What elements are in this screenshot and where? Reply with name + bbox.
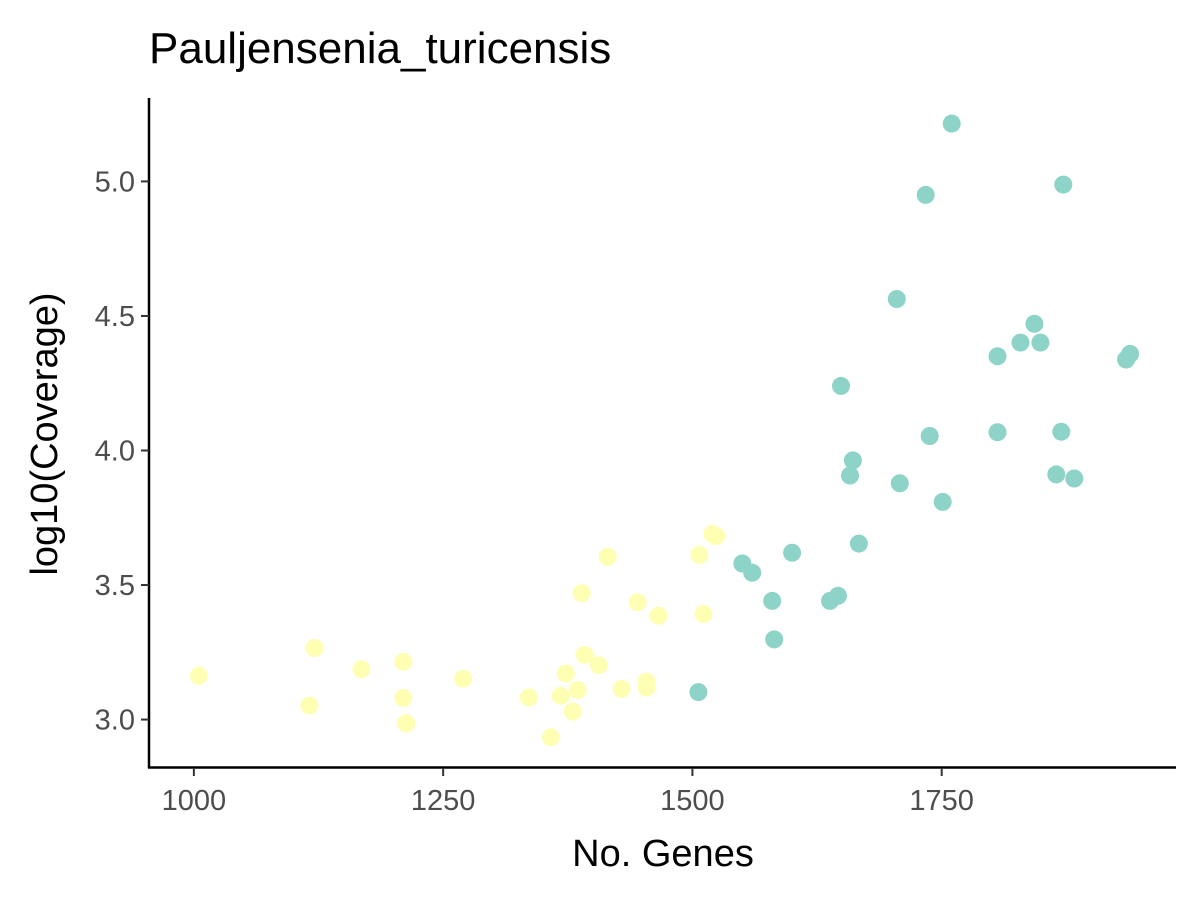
data-point (551, 686, 570, 705)
y-tick-label: 3.5 (95, 570, 135, 602)
data-point (689, 683, 708, 702)
data-point (454, 669, 473, 688)
y-tick-label: 5.0 (95, 166, 135, 198)
data-point (612, 679, 631, 698)
data-point (890, 474, 909, 493)
x-tick-label: 1250 (411, 785, 476, 817)
data-point (1121, 344, 1140, 363)
data-point (300, 696, 319, 715)
data-point (1031, 333, 1050, 352)
data-point (352, 660, 371, 679)
data-point (843, 451, 862, 470)
data-point (1052, 422, 1071, 441)
chart-title: Pauljensenia_turicensis (149, 24, 611, 73)
data-point (556, 664, 575, 683)
data-point (920, 427, 939, 445)
data-point (589, 656, 608, 675)
data-point (763, 591, 782, 610)
data-point (628, 593, 647, 612)
x-tick-label: 1500 (660, 785, 725, 817)
data-point (1011, 333, 1030, 352)
data-point (916, 185, 935, 204)
data-point (541, 728, 560, 747)
data-point (743, 563, 762, 582)
data-point (988, 423, 1007, 442)
data-points (189, 114, 1140, 747)
data-point (1025, 314, 1044, 333)
data-point (189, 666, 208, 685)
data-point (1047, 465, 1066, 484)
data-point (598, 547, 617, 566)
data-point (1065, 469, 1084, 488)
data-point (829, 586, 847, 605)
data-point (849, 534, 868, 553)
data-point (841, 466, 859, 485)
data-point (690, 545, 709, 564)
data-point (832, 376, 850, 395)
data-point (707, 527, 726, 546)
data-point (575, 645, 594, 664)
data-point (765, 630, 784, 649)
data-point (519, 688, 538, 707)
y-tick-label: 3.0 (95, 705, 135, 737)
data-point (942, 114, 961, 133)
x-axis-ticks: 1000 1250 1500 1750 (162, 768, 974, 817)
x-tick-label: 1750 (909, 785, 974, 817)
data-point (988, 347, 1007, 366)
data-point (568, 681, 587, 699)
y-tick-label: 4.0 (95, 435, 135, 467)
data-point (397, 714, 416, 733)
data-point (563, 702, 582, 721)
data-point (649, 606, 668, 625)
data-point (933, 492, 952, 511)
data-point (305, 639, 324, 657)
data-point (887, 290, 906, 308)
data-point (783, 543, 802, 562)
data-point (394, 689, 413, 707)
data-point (1054, 175, 1073, 194)
y-tick-label: 4.5 (95, 301, 135, 333)
x-tick-label: 1000 (162, 785, 227, 817)
y-axis-title: log10(Coverage) (24, 292, 66, 575)
data-point (394, 652, 413, 671)
data-point (694, 605, 713, 624)
data-point (572, 584, 591, 603)
y-axis-ticks: 3.0 3.5 4.0 4.5 5.0 (95, 166, 149, 737)
data-point (637, 678, 656, 697)
x-axis-title: No. Genes (572, 833, 754, 875)
